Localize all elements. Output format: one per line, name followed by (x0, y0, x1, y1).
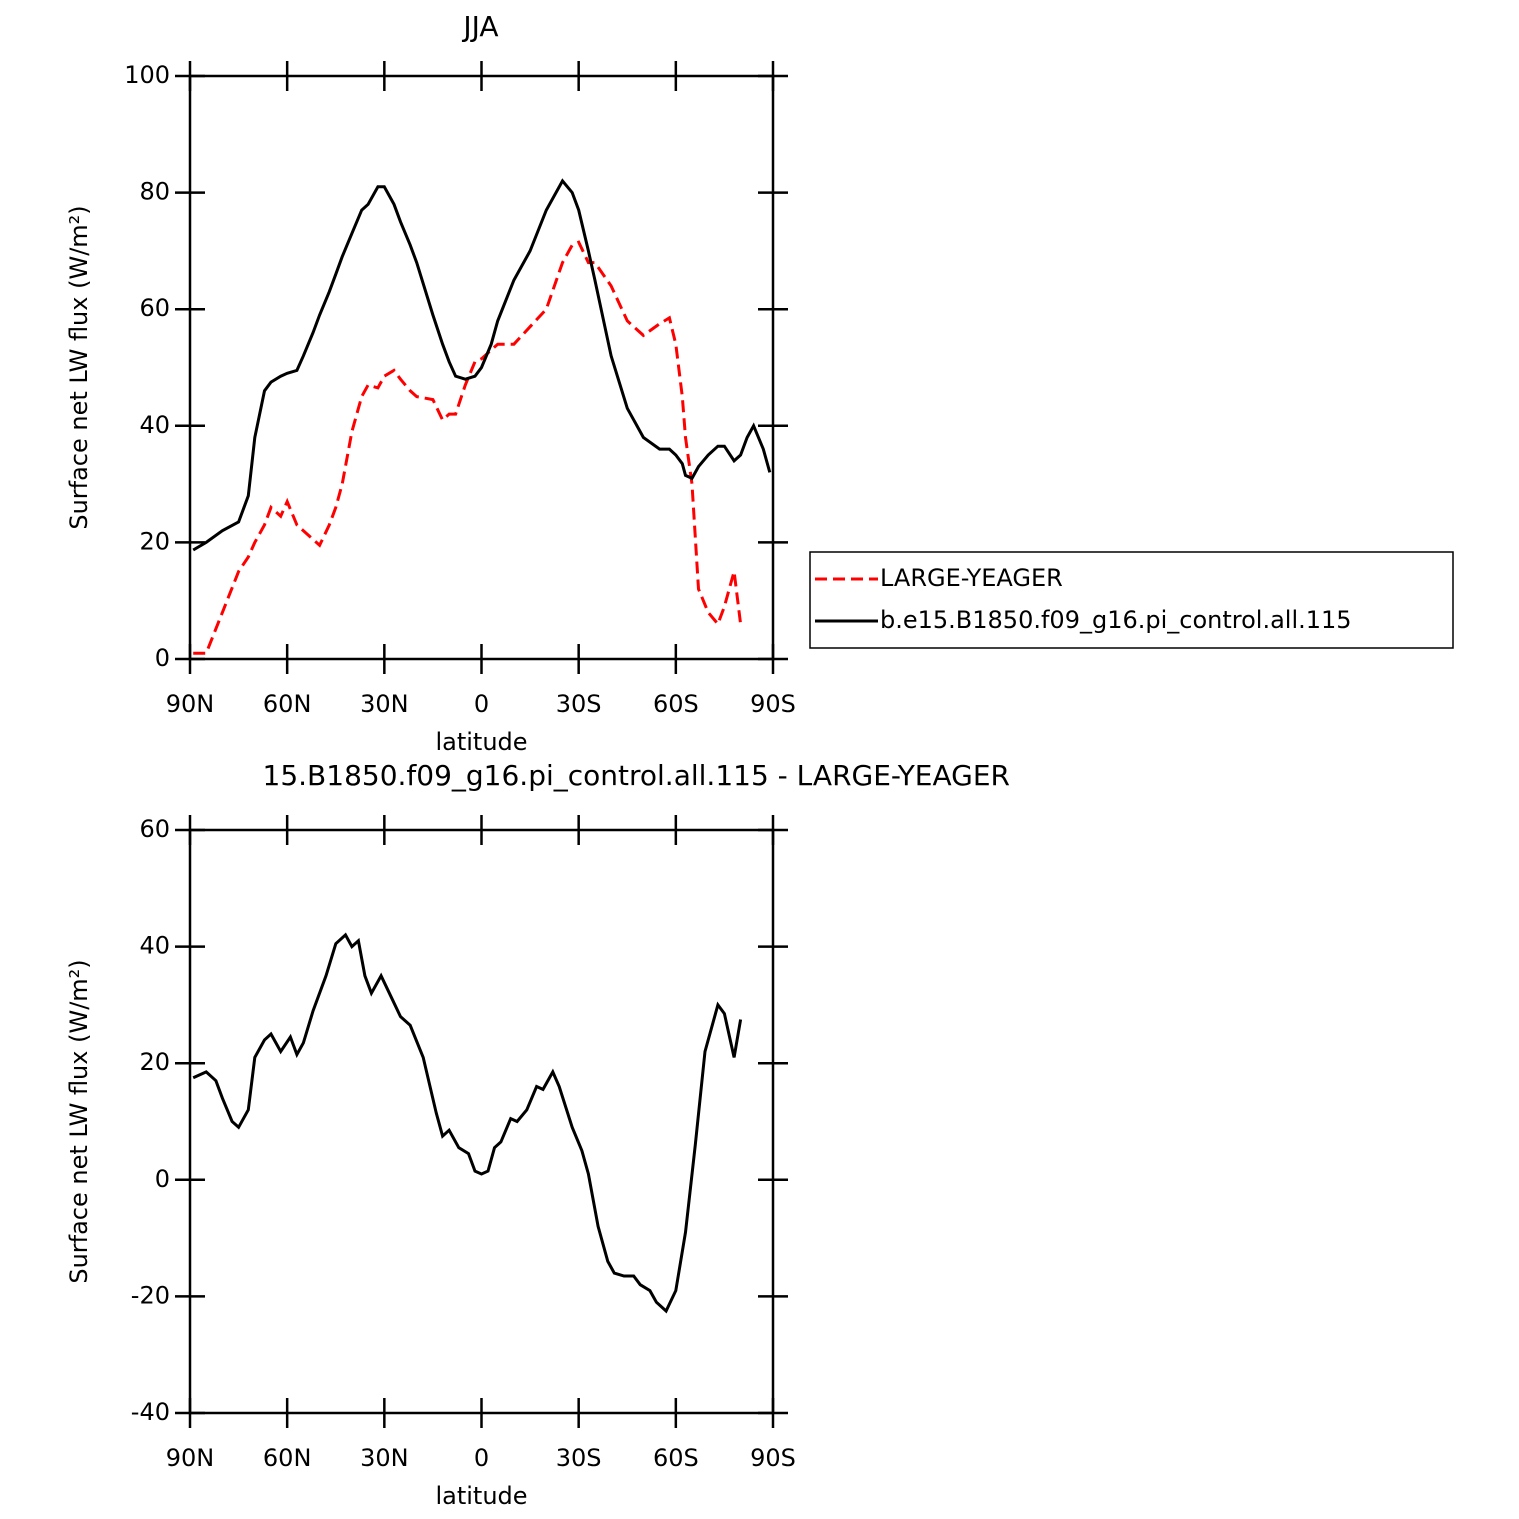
y-tick-label: 100 (124, 61, 170, 89)
y-tick-label: 0 (155, 644, 170, 672)
y-tick-label: -40 (131, 1398, 170, 1426)
y-tick-label: 20 (139, 1048, 170, 1076)
data-line (192, 178, 772, 552)
x-tick-label: 60N (263, 1444, 312, 1472)
x-tick-label: 90N (166, 1444, 215, 1472)
x-tick-label: 90S (750, 690, 796, 718)
x-tick-label: 30S (556, 690, 602, 718)
x-tick-label: 60S (653, 1444, 699, 1472)
x-tick-label: 30N (360, 1444, 409, 1472)
y-tick-label: 40 (139, 932, 170, 960)
x-axis-label: latitude (435, 1482, 527, 1510)
x-tick-label: 60S (653, 690, 699, 718)
y-tick-label: 80 (139, 178, 170, 206)
legend-label: b.e15.B1850.f09_g16.pi_control.all.115 (880, 606, 1352, 634)
y-tick-label: 60 (139, 815, 170, 843)
data-line (192, 932, 743, 1314)
x-tick-label: 30N (360, 690, 409, 718)
y-tick-label: 40 (139, 411, 170, 439)
x-tick-label: 90N (166, 690, 215, 718)
x-tick-label: 0 (474, 1444, 489, 1472)
y-tick-label: 60 (139, 294, 170, 322)
legend-box (809, 551, 1454, 649)
y-tick-label: 0 (155, 1165, 170, 1193)
plot-frame (188, 828, 775, 1415)
chart-title: JJA (461, 10, 498, 43)
x-axis-label: latitude (435, 728, 527, 756)
x-tick-label: 60N (263, 690, 312, 718)
chart-title: 15.B1850.f09_g16.pi_control.all.115 - LA… (263, 759, 1010, 792)
x-tick-label: 0 (474, 690, 489, 718)
legend-label: LARGE-YEAGER (880, 564, 1063, 592)
data-line (193, 240, 743, 655)
y-tick-label: 20 (139, 527, 170, 555)
y-axis-label: Surface net LW flux (W/m²) (65, 205, 93, 529)
y-axis-label: Surface net LW flux (W/m²) (65, 959, 93, 1283)
x-tick-label: 90S (750, 1444, 796, 1472)
x-tick-label: 30S (556, 1444, 602, 1472)
y-tick-label: -20 (131, 1281, 170, 1309)
